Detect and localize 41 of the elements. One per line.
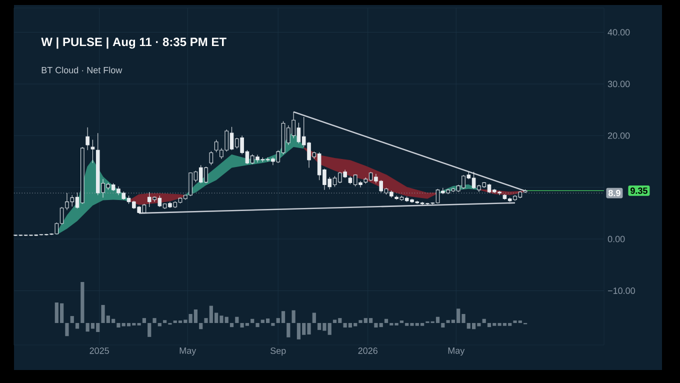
bar <box>148 322 152 337</box>
bar <box>163 320 167 323</box>
bar <box>230 322 234 328</box>
bar <box>152 318 156 323</box>
y-tick-label: 30.00 <box>608 80 630 88</box>
x-tick-label: May <box>180 348 196 356</box>
x-tick-label: May <box>448 348 465 356</box>
y-tick-label: −10.00 <box>608 288 635 294</box>
text: BT Cloud · Net Flow <box>42 66 122 74</box>
bar <box>65 322 69 336</box>
text: W | PULSE | Aug 11 · 8:35 PM ET <box>41 37 226 49</box>
candlestick <box>90 140 95 164</box>
bar <box>441 322 445 328</box>
bar <box>482 318 486 323</box>
x-tick-label: 2025 <box>90 348 109 354</box>
bar <box>286 322 290 338</box>
ref-line-label: 8.9 <box>608 190 620 196</box>
x-tick-label: Sep <box>270 348 286 356</box>
bar <box>292 310 296 323</box>
bar <box>394 322 398 326</box>
bar <box>142 318 146 323</box>
y-tick-label: 40.00 <box>608 29 630 36</box>
bar <box>250 318 254 323</box>
bar <box>70 316 74 323</box>
bar <box>158 322 162 326</box>
bar <box>80 282 84 323</box>
ref-line-label: 9.35 <box>630 188 648 194</box>
bar <box>235 316 239 323</box>
bar <box>75 322 80 329</box>
bar <box>256 322 260 328</box>
bar <box>384 318 388 323</box>
y-tick-label: 0.00 <box>608 236 625 242</box>
bar <box>312 312 316 323</box>
y-tick-label: 20.00 <box>608 132 630 139</box>
candlestick <box>209 150 214 166</box>
bar <box>199 322 203 330</box>
bar <box>390 322 394 326</box>
bar <box>137 322 141 326</box>
x-tick-label: 2026 <box>358 348 378 354</box>
candlestick <box>86 127 90 150</box>
bar <box>271 322 275 326</box>
